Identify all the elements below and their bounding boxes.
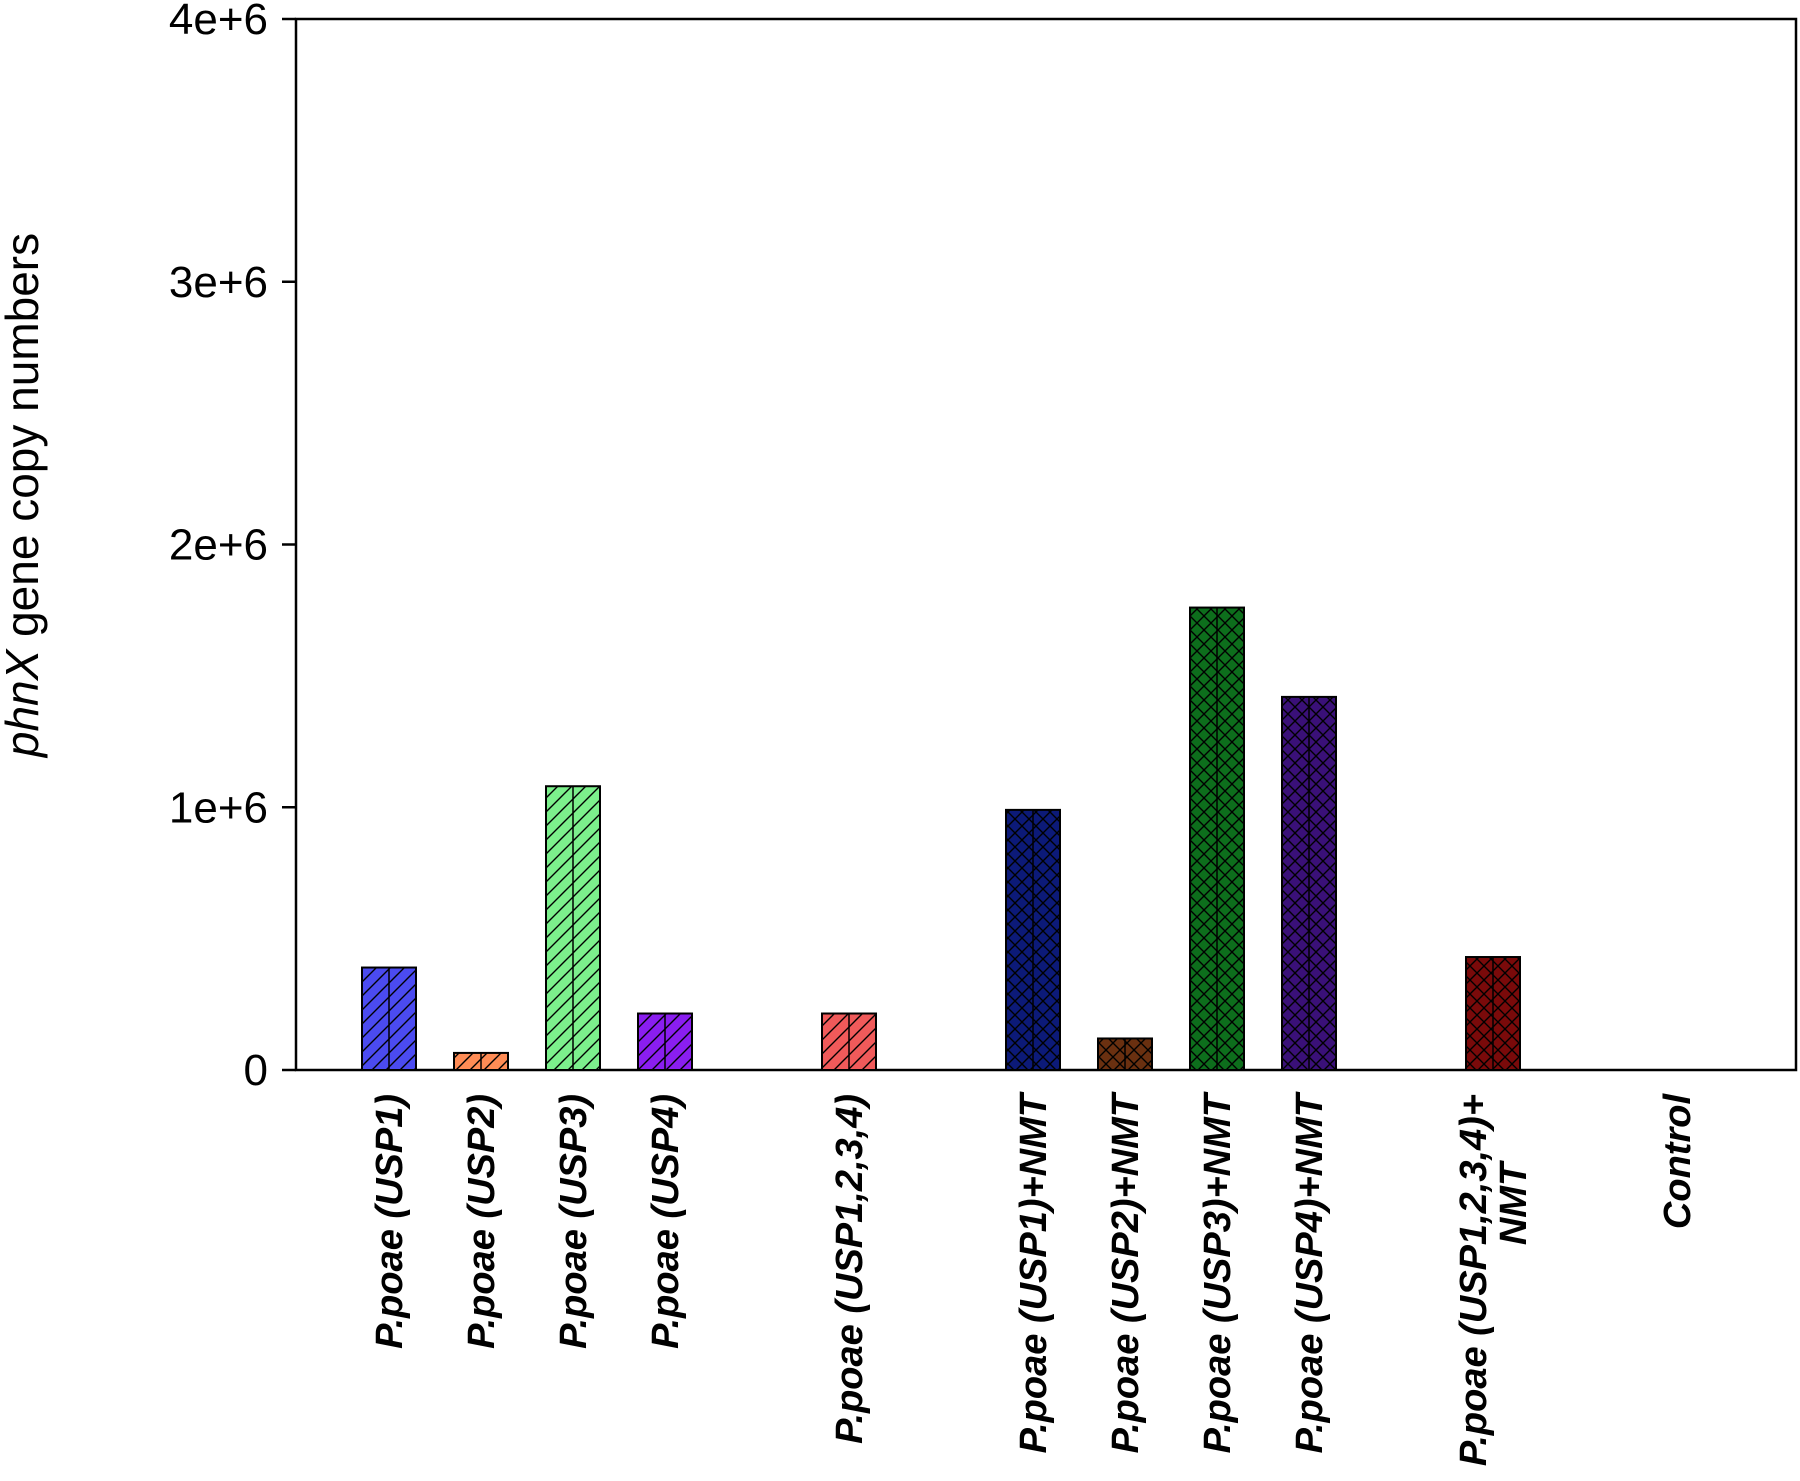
x-axis-labels: P.poae (USP1) P.poae (USP2) P.poae (USP3) P… (369, 1091, 1699, 1466)
y-tick-label: 3e+6 (169, 258, 268, 307)
y-axis: 0 1e+6 2e+6 3e+6 4e+6 (169, 0, 296, 1095)
x-tick-label: P.poae (USP1,2,3,4) (829, 1094, 871, 1444)
y-tick-label: 1e+6 (169, 783, 268, 832)
x-tick-label: P.poae (USP3)+NMT (1197, 1091, 1239, 1453)
x-tick-label: P.poae (USP4) (645, 1094, 687, 1349)
y-tick-label: 0 (244, 1046, 268, 1095)
y-tick-label: 2e+6 (169, 521, 268, 570)
x-tick-label: P.poae (USP1,2,3,4)+ (1453, 1094, 1495, 1466)
x-tick-label: P.poae (USP2)+NMT (1105, 1091, 1147, 1453)
x-tick-label: P.poae (USP4)+NMT (1289, 1091, 1331, 1453)
y-axis-label-rest: gene copy numbers (0, 233, 48, 650)
x-tick-label: P.poae (USP1) (369, 1094, 411, 1349)
plot-area: 01e+62e+63e+64e+6 P.poae (USP1) P.poae (U… (169, 0, 1798, 1466)
x-tick-label: P.poae (USP1)+NMT (1013, 1091, 1055, 1453)
bars (361, 606, 1521, 1072)
y-axis-label: phnX gene copy numbers (0, 233, 48, 759)
y-axis-label-gene: phnX (0, 647, 48, 759)
x-tick-label: Control (1657, 1093, 1699, 1230)
y-tick-label: 4e+6 (169, 0, 268, 44)
x-tick-label: P.poae (USP2) (461, 1094, 503, 1349)
x-tick-label: NMT (1493, 1160, 1535, 1245)
x-tick-label: P.poae (USP3) (553, 1094, 595, 1349)
